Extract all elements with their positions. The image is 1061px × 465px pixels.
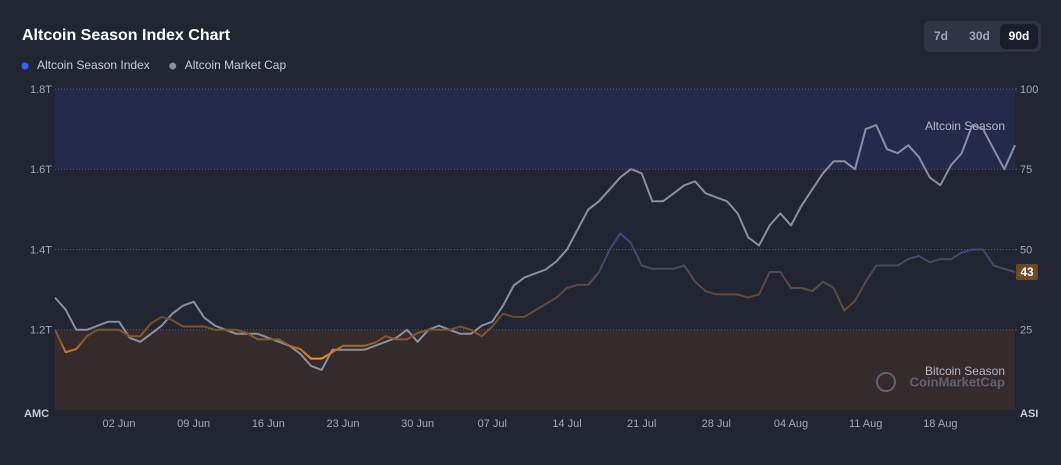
range-button-label[interactable]: 90d [1009,29,1030,43]
y2-tick-label: 25 [1020,325,1032,337]
legend-label: Altcoin Market Cap [185,58,287,72]
season-band [55,329,1015,410]
x-tick-label: 09 Jun [177,418,210,430]
series-line [54,124,1016,371]
y-tick-label: 1.4T [30,244,52,256]
x-tick-label: 02 Jun [102,418,135,430]
y-tick-label: 1.2T [30,325,52,337]
y2-axis-label: ASI [1020,408,1038,420]
range-button-label[interactable]: 30d [969,29,990,43]
legend-marker [169,62,177,70]
season-band [55,89,1015,170]
y2-tick-label: 50 [1020,244,1032,256]
watermark-logo [876,372,896,392]
range-button [1000,24,1038,49]
legend-marker [21,62,29,70]
range-button-label[interactable]: 7d [934,29,948,43]
y-tick-label: 1.6T [30,164,52,176]
last-value-badge [1016,263,1038,280]
x-tick-label: 28 Jul [702,418,731,430]
y2-tick-label: 75 [1020,164,1032,176]
x-tick-label: 14 Jul [552,418,581,430]
series-line [54,232,1016,360]
x-tick-label: 16 Jun [252,418,285,430]
x-tick-label: 23 Jun [326,418,359,430]
x-tick-label: 18 Aug [923,418,957,430]
last-value-label: 43 [1020,265,1034,279]
legend-label: Altcoin Season Index [37,58,150,72]
x-tick-label: 07 Jul [478,418,507,430]
band-label: Altcoin Season [925,119,1005,133]
watermark: CoinMarketCap [910,374,1005,389]
x-tick-label: 30 Jun [401,418,434,430]
y-axis-label: AMC [24,408,49,420]
x-tick-label: 11 Aug [849,418,882,430]
band-label: Bitcoin Season [925,364,1005,378]
x-tick-label: 21 Jul [627,418,656,430]
y2-tick-label: 100 [1020,84,1038,96]
x-tick-label: 04 Aug [774,418,808,430]
chart-title: Altcoin Season Index Chart [22,27,231,44]
y-tick-label: 1.8T [30,84,52,96]
